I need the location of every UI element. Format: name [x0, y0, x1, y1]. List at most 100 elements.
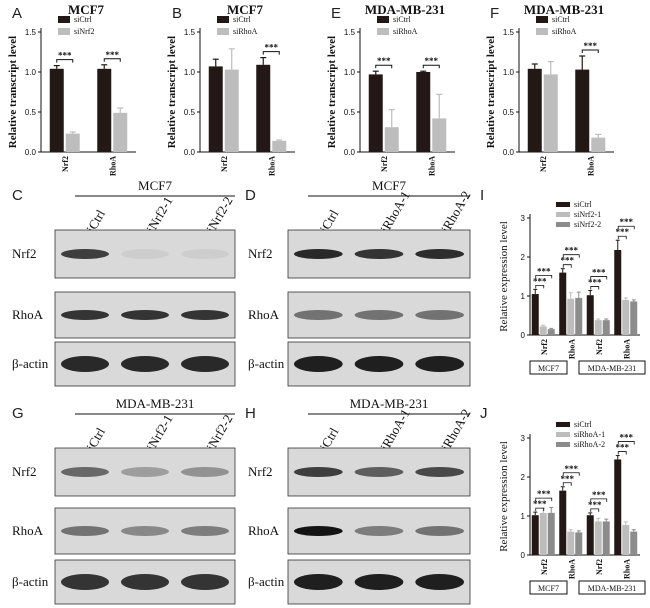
- y-axis-label: Relative expression level: [498, 221, 510, 332]
- legend-entry: siRhoA: [233, 27, 258, 36]
- significance-bracket: [262, 51, 280, 55]
- chart-J: Relative expression level 0 1 2 3 Nrf2 RhoA Nrf…: [498, 420, 646, 595]
- y-axis-label: Relative expression level: [498, 441, 510, 552]
- y-tick-label: 3: [521, 214, 526, 223]
- significance-label: ***: [588, 278, 602, 288]
- y-tick-label: 0: [521, 331, 526, 340]
- cell-line-label: MCF7: [372, 178, 406, 193]
- protein-band: [121, 526, 169, 536]
- significance-label: ***: [533, 499, 547, 509]
- protein-band: [294, 467, 343, 477]
- category-label: RhoA: [427, 156, 436, 176]
- chart-title: MCF7: [68, 2, 105, 17]
- group-label: MDA-MB-231: [588, 584, 636, 593]
- significance-bracket: [103, 58, 121, 62]
- significance-label: ***: [265, 43, 279, 53]
- category-label: Nrf2: [540, 339, 549, 355]
- category-label: Nrf2: [595, 559, 604, 575]
- group-box: [578, 580, 646, 595]
- significance-bracket: [535, 497, 553, 502]
- protein-band: [294, 526, 343, 536]
- row-label: β-actin: [12, 356, 49, 371]
- significance-label: ***: [58, 51, 72, 61]
- bar-siCtrl: [527, 68, 542, 152]
- group-box: [529, 580, 568, 595]
- significance-bracket: [617, 451, 627, 455]
- legend-swatch: [377, 28, 389, 35]
- legend-entry: siCtrl: [74, 15, 93, 24]
- significance-label: ***: [620, 433, 634, 443]
- bar-siCtrl: [97, 68, 112, 152]
- protein-band: [354, 249, 404, 259]
- legend-entry: siRhoA: [393, 27, 418, 36]
- panel-label-G: G: [12, 405, 24, 422]
- cell-line-label: MDA-MB-231: [116, 396, 195, 411]
- significance-bracket: [590, 286, 600, 290]
- legend-swatch: [58, 16, 70, 23]
- row-label: RhoA: [12, 523, 44, 538]
- bar-siCtrl: [586, 295, 594, 335]
- y-axis-label: Relative transcript level: [7, 36, 19, 148]
- bar-siNrf2-1: [567, 298, 575, 335]
- category-label: Nrf2: [540, 559, 549, 575]
- protein-band: [61, 467, 109, 477]
- legend-swatch: [377, 16, 389, 23]
- legend-entry: siNrf2-1: [574, 210, 601, 219]
- protein-band: [61, 574, 109, 590]
- significance-bracket: [617, 441, 635, 445]
- cell-line-label: MDA-MB-231: [350, 396, 429, 411]
- protein-band: [61, 249, 109, 259]
- legend-entry: siCtrl: [393, 15, 412, 24]
- legend-swatch: [217, 16, 229, 23]
- chart-title: MCF7: [227, 2, 264, 17]
- significance-bracket: [375, 64, 393, 69]
- significance-bracket: [562, 254, 580, 258]
- significance-label: ***: [377, 56, 391, 66]
- bar-siRhoA-1: [622, 524, 630, 555]
- significance-bracket: [535, 274, 553, 279]
- y-tick-label: 1.5: [503, 28, 515, 37]
- y-tick-label: 0.0: [25, 148, 37, 157]
- significance-label: ***: [106, 50, 120, 60]
- protein-band: [354, 574, 404, 590]
- bar-siNrf2-2: [575, 297, 583, 335]
- y-tick-label: 0.5: [344, 108, 356, 117]
- legend-swatch: [536, 28, 548, 35]
- protein-band: [294, 356, 343, 372]
- significance-label: ***: [537, 266, 551, 276]
- group-box: [529, 360, 568, 375]
- category-label: Nrf2: [61, 156, 70, 172]
- legend-entry: siCtrl: [233, 15, 252, 24]
- y-tick-label: 0.0: [344, 148, 356, 157]
- significance-label: ***: [561, 256, 575, 266]
- protein-band: [415, 356, 464, 372]
- protein-band: [181, 574, 229, 590]
- category-label: RhoA: [567, 559, 576, 579]
- category-label: Nrf2: [220, 156, 229, 172]
- significance-label: ***: [561, 474, 575, 484]
- protein-band: [354, 467, 404, 477]
- panel-label-A: A: [12, 5, 22, 22]
- legend-entry: siRhoA: [552, 27, 577, 36]
- bar-siCtrl: [614, 249, 622, 335]
- panel-label-C: C: [12, 187, 23, 204]
- significance-bracket: [56, 59, 74, 63]
- bar-siCtrl: [531, 515, 539, 555]
- significance-label: ***: [565, 464, 579, 474]
- legend-swatch: [556, 222, 570, 227]
- chart-I: Relative expression level 0 1 2 3 Nrf2 RhoA Nrf…: [498, 200, 646, 375]
- significance-label: ***: [584, 41, 598, 51]
- y-tick-label: 0.5: [25, 108, 37, 117]
- significance-bracket: [562, 264, 572, 268]
- significance-bracket: [617, 235, 627, 240]
- protein-band: [61, 356, 109, 372]
- group-box: [578, 360, 646, 375]
- row-label: Nrf2: [248, 464, 273, 479]
- bar-siNrf2-1: [622, 299, 630, 335]
- protein-band: [415, 574, 464, 590]
